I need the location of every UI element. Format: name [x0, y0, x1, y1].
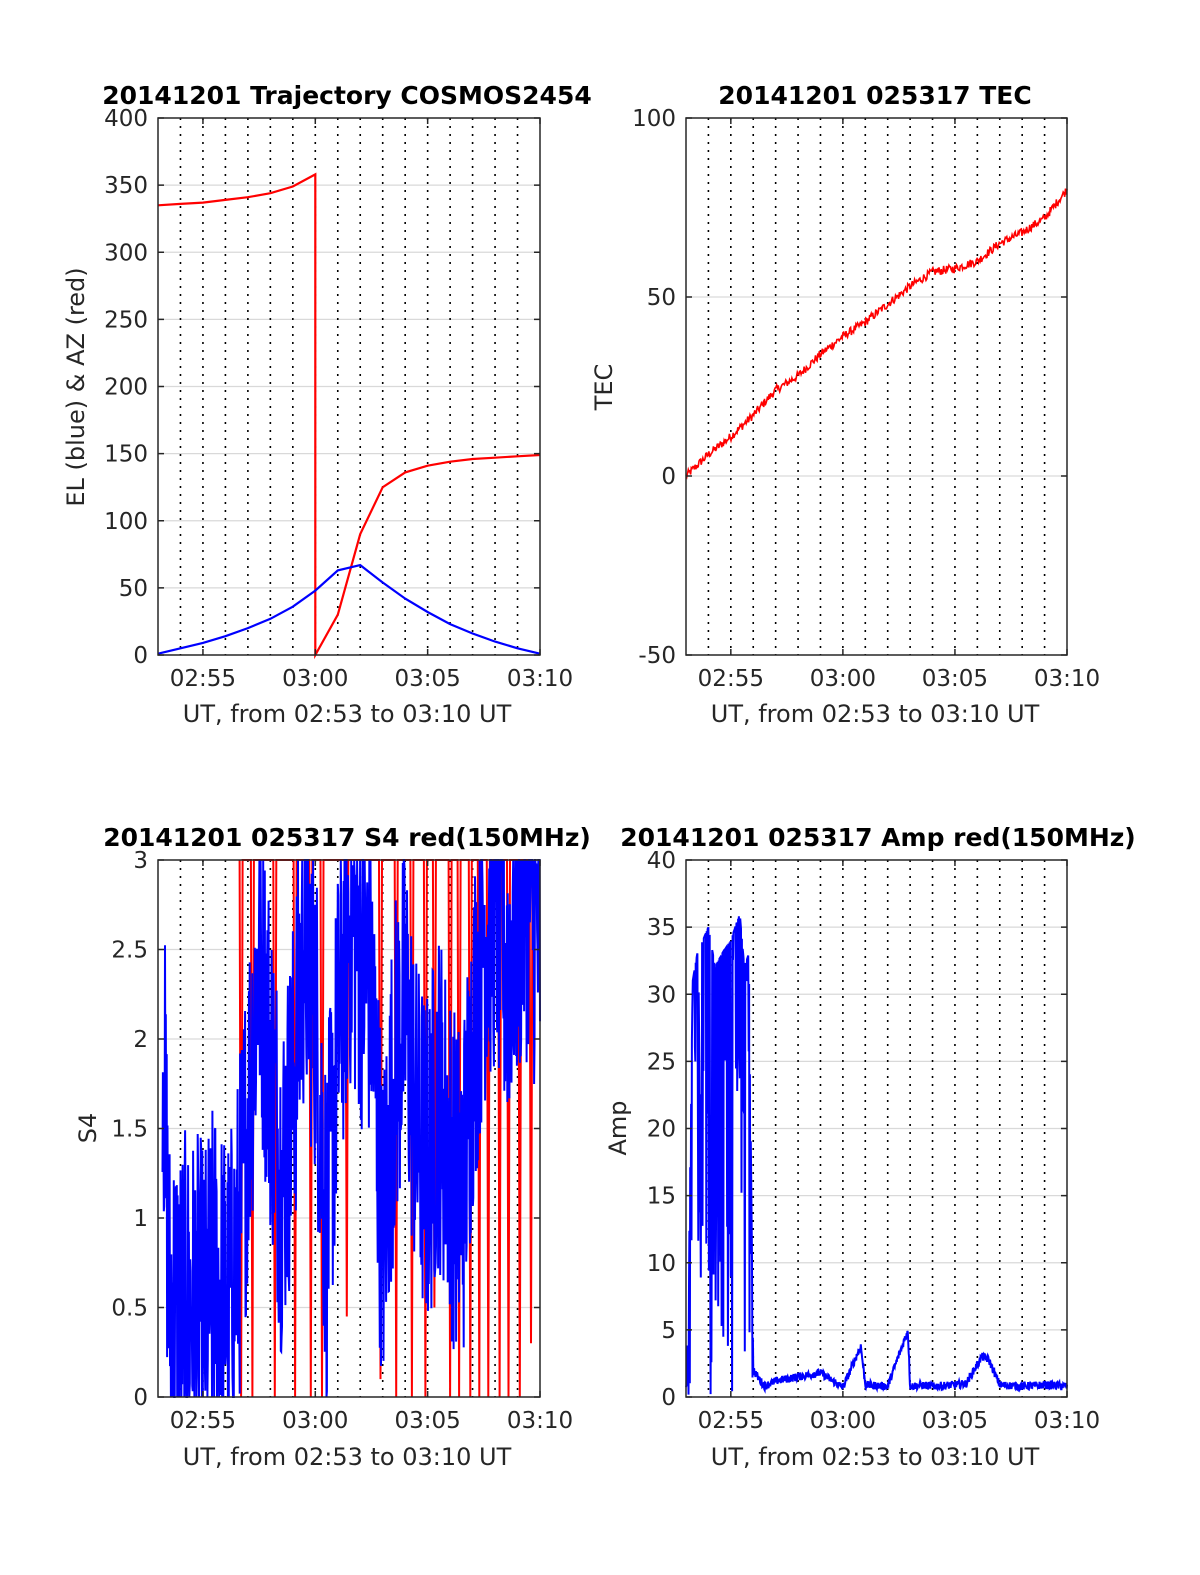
- series-group: [685, 916, 1068, 1395]
- y-tick-label: 1.5: [111, 1117, 148, 1143]
- chart-title: 20141201 Trajectory COSMOS2454: [102, 81, 592, 110]
- chart-title: 20141201 025317 S4 red(150MHz): [103, 823, 591, 852]
- y-tick-label: 20: [647, 1117, 676, 1143]
- series-line-red: [157, 172, 541, 660]
- x-tick-label: 03:00: [810, 1408, 876, 1434]
- series-line-blue: [685, 916, 1068, 1395]
- y-tick-label: 400: [104, 106, 148, 132]
- x-tick-label: 02:55: [170, 666, 236, 692]
- y-tick-label: 3: [133, 848, 148, 874]
- x-axis-label: UT, from 02:53 to 03:10 UT: [711, 1443, 1040, 1471]
- x-tick-label: 02:55: [698, 1408, 764, 1434]
- x-tick-label: 03:05: [394, 1408, 460, 1434]
- y-tick-label: -50: [638, 643, 676, 669]
- x-tick-label: 03:10: [507, 1408, 573, 1434]
- amp-chart: 20141201 025317 Amp red(150MHz) UT, from…: [604, 823, 1136, 1471]
- y-tick-label: 300: [104, 240, 148, 266]
- y-tick-label: 0: [133, 1385, 148, 1411]
- x-tick-label: 03:00: [282, 1408, 348, 1434]
- y-tick-label: 50: [647, 285, 676, 311]
- y-tick-label: 5: [661, 1318, 676, 1344]
- y-tick-label: 0: [661, 464, 676, 490]
- x-tick-label: 03:00: [810, 666, 876, 692]
- x-tick-label: 02:55: [170, 1408, 236, 1434]
- y-tick-label: 0: [661, 1385, 676, 1411]
- y-tick-label: 35: [647, 915, 676, 941]
- y-axis-label: Amp: [604, 1100, 632, 1155]
- y-tick-label: 2.5: [111, 938, 148, 964]
- x-tick-label: 03:05: [922, 666, 988, 692]
- y-axis-label: S4: [74, 1113, 102, 1144]
- s4-chart: 20141201 025317 S4 red(150MHz) UT, from …: [74, 823, 591, 1471]
- y-tick-label: 1: [133, 1206, 148, 1232]
- x-tick-label: 03:10: [1034, 1408, 1100, 1434]
- x-axis-label: UT, from 02:53 to 03:10 UT: [711, 700, 1040, 728]
- y-tick-label: 0: [133, 643, 148, 669]
- x-tick-label: 03:05: [394, 666, 460, 692]
- series-line-blue: [157, 563, 541, 655]
- chart-title: 20141201 025317 TEC: [718, 81, 1031, 110]
- y-tick-label: 200: [104, 375, 148, 401]
- trajectory-chart: 20141201 Trajectory COSMOS2454 UT, from …: [62, 81, 592, 728]
- y-tick-label: 30: [647, 982, 676, 1008]
- y-tick-label: 40: [647, 848, 676, 874]
- y-tick-label: 350: [104, 173, 148, 199]
- x-tick-label: 02:55: [698, 666, 764, 692]
- x-axis-label: UT, from 02:53 to 03:10 UT: [183, 700, 512, 728]
- x-tick-label: 03:00: [282, 666, 348, 692]
- y-tick-label: 50: [119, 576, 148, 602]
- y-axis-label: EL (blue) & AZ (red): [62, 267, 90, 506]
- x-tick-label: 03:05: [922, 1408, 988, 1434]
- series-group: [685, 188, 1068, 480]
- y-tick-label: 150: [104, 442, 148, 468]
- series-group: [157, 172, 541, 660]
- y-tick-label: 100: [632, 106, 676, 132]
- y-tick-label: 250: [104, 307, 148, 333]
- tec-chart: 20141201 025317 TEC UT, from 02:53 to 03…: [590, 81, 1100, 728]
- series-line-red: [685, 188, 1068, 480]
- chart-title: 20141201 025317 Amp red(150MHz): [620, 823, 1136, 852]
- y-tick-label: 10: [647, 1251, 676, 1277]
- y-axis-label: TEC: [590, 364, 618, 412]
- plot-frame: [685, 117, 1068, 656]
- x-axis-label: UT, from 02:53 to 03:10 UT: [183, 1443, 512, 1471]
- y-tick-label: 15: [647, 1184, 676, 1210]
- y-tick-label: 2: [133, 1027, 148, 1053]
- y-tick-label: 100: [104, 509, 148, 535]
- x-tick-label: 03:10: [507, 666, 573, 692]
- x-tick-label: 03:10: [1034, 666, 1100, 692]
- y-tick-label: 25: [647, 1049, 676, 1075]
- y-tick-label: 0.5: [111, 1296, 148, 1322]
